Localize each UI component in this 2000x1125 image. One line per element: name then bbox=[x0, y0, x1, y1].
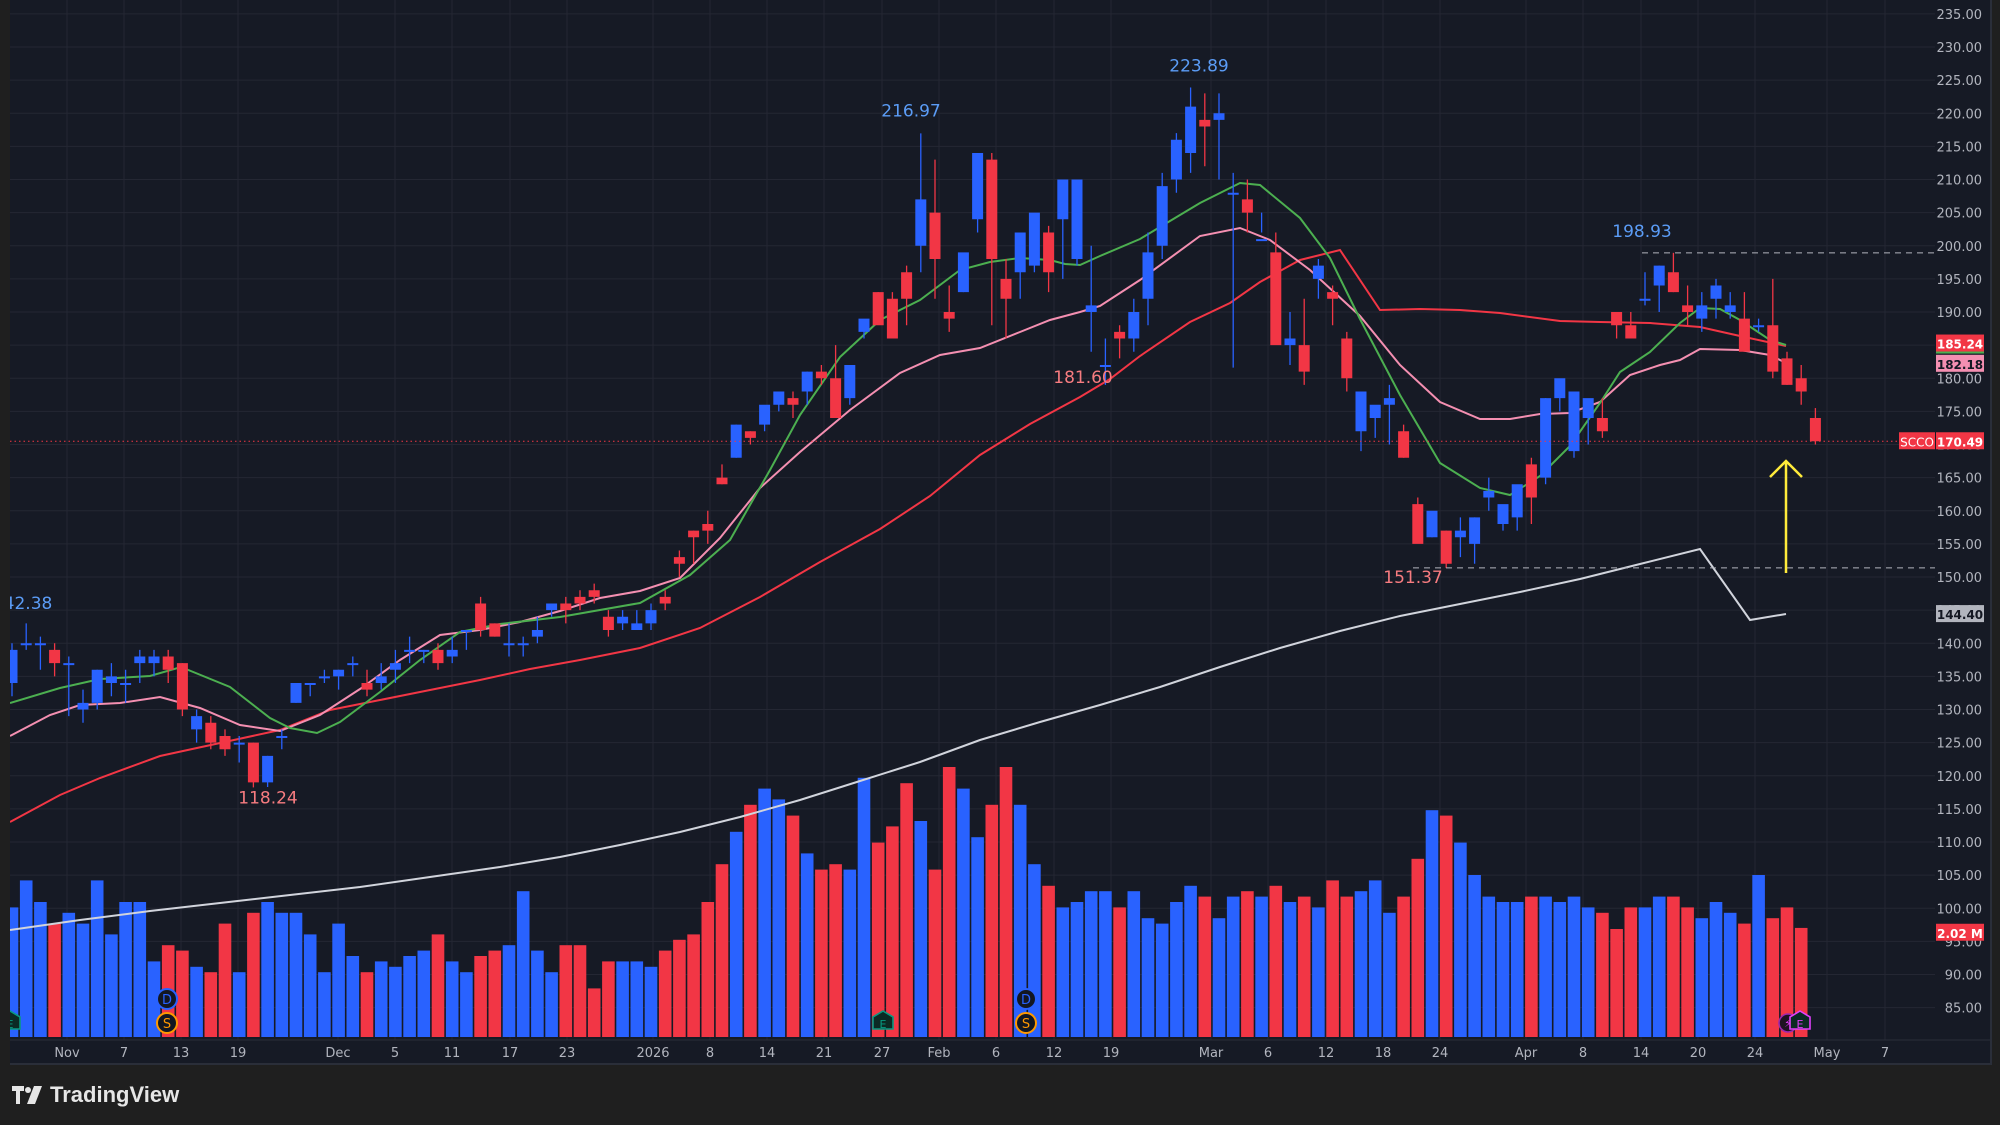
svg-text:118.24: 118.24 bbox=[238, 789, 297, 809]
dashed-levels bbox=[10, 252, 1935, 569]
svg-text:105.00: 105.00 bbox=[1937, 869, 1983, 884]
price-chart[interactable]: 42.38 118.24 216.97 223.89 181.60 151.37 198.9… bbox=[10, 0, 1990, 1063]
svg-text:170.49: 170.49 bbox=[1937, 435, 1983, 449]
svg-text:E: E bbox=[1797, 1018, 1804, 1031]
svg-text:200.00: 200.00 bbox=[1937, 240, 1983, 255]
svg-text:27: 27 bbox=[874, 1046, 891, 1061]
svg-text:E: E bbox=[880, 1018, 887, 1031]
svg-text:125.00: 125.00 bbox=[1937, 737, 1983, 752]
svg-text:2026: 2026 bbox=[636, 1046, 669, 1061]
yellow-arrow-annotation bbox=[1769, 459, 1803, 573]
svg-text:140.00: 140.00 bbox=[1937, 637, 1983, 652]
svg-text:210.00: 210.00 bbox=[1937, 174, 1983, 189]
svg-text:S: S bbox=[163, 1017, 171, 1032]
svg-text:180.00: 180.00 bbox=[1937, 372, 1983, 387]
svg-text:135.00: 135.00 bbox=[1937, 670, 1983, 685]
svg-text:21: 21 bbox=[816, 1046, 833, 1061]
svg-text:85.00: 85.00 bbox=[1945, 1002, 1982, 1017]
svg-text:8: 8 bbox=[706, 1046, 714, 1061]
svg-text:220.00: 220.00 bbox=[1937, 107, 1983, 122]
svg-text:223.89: 223.89 bbox=[1169, 57, 1228, 77]
svg-text:6: 6 bbox=[1264, 1046, 1272, 1061]
svg-text:12: 12 bbox=[1318, 1046, 1335, 1061]
svg-text:225.00: 225.00 bbox=[1937, 74, 1983, 89]
svg-text:90.00: 90.00 bbox=[1945, 969, 1982, 984]
svg-text:13: 13 bbox=[173, 1046, 190, 1061]
svg-text:Apr: Apr bbox=[1515, 1046, 1538, 1061]
svg-text:Mar: Mar bbox=[1199, 1046, 1224, 1061]
svg-text:May: May bbox=[1814, 1046, 1841, 1061]
time-axis[interactable]: Nov 7 13 19 Dec 5 11 17 23 2026 8 14 21 27 Feb 6 12 19 Mar… bbox=[10, 1039, 1990, 1063]
svg-text:144.40: 144.40 bbox=[1937, 608, 1983, 622]
svg-text:D: D bbox=[1021, 993, 1031, 1008]
svg-text:11: 11 bbox=[444, 1046, 461, 1061]
price-axis[interactable]: 235.00 230.00 225.00 220.00 215.00 210.00 205.… bbox=[1935, 0, 1990, 1040]
svg-text:181.60: 181.60 bbox=[1053, 368, 1112, 388]
svg-text:20: 20 bbox=[1690, 1046, 1707, 1061]
svg-text:12: 12 bbox=[1046, 1046, 1063, 1061]
svg-text:E: E bbox=[10, 1018, 14, 1031]
svg-text:24: 24 bbox=[1432, 1046, 1449, 1061]
svg-text:110.00: 110.00 bbox=[1937, 836, 1983, 851]
brand-name: TradingView bbox=[50, 1082, 180, 1107]
svg-text:155.00: 155.00 bbox=[1937, 538, 1983, 553]
tradingview-logo[interactable]: TradingView bbox=[12, 1082, 179, 1108]
svg-text:Feb: Feb bbox=[927, 1046, 950, 1061]
svg-text:SCCO: SCCO bbox=[1900, 435, 1934, 449]
svg-text:19: 19 bbox=[230, 1046, 247, 1061]
svg-text:7: 7 bbox=[120, 1046, 128, 1061]
svg-text:165.00: 165.00 bbox=[1937, 472, 1983, 487]
svg-text:216.97: 216.97 bbox=[881, 102, 940, 122]
svg-text:185.24: 185.24 bbox=[1937, 338, 1983, 352]
svg-text:5: 5 bbox=[391, 1046, 399, 1061]
footer bbox=[0, 1065, 2000, 1125]
svg-text:2.02 M: 2.02 M bbox=[1937, 927, 1983, 941]
svg-text:205.00: 205.00 bbox=[1937, 207, 1983, 222]
chart-grid bbox=[10, 0, 1935, 1040]
svg-text:23: 23 bbox=[559, 1046, 576, 1061]
svg-text:175.00: 175.00 bbox=[1937, 405, 1983, 420]
volume-bars bbox=[10, 767, 1808, 1037]
svg-text:⚡: ⚡ bbox=[1784, 1017, 1792, 1030]
svg-text:8: 8 bbox=[1579, 1046, 1587, 1061]
svg-text:182.18: 182.18 bbox=[1937, 358, 1983, 372]
svg-text:42.38: 42.38 bbox=[10, 594, 52, 614]
svg-text:150.00: 150.00 bbox=[1937, 571, 1983, 586]
svg-text:130.00: 130.00 bbox=[1937, 704, 1983, 719]
tradingview-logo-icon bbox=[12, 1086, 42, 1104]
svg-text:235.00: 235.00 bbox=[1937, 8, 1983, 23]
event-markers[interactable]: EDSEDS⚡E bbox=[10, 988, 1811, 1034]
svg-text:6: 6 bbox=[992, 1046, 1000, 1061]
svg-text:190.00: 190.00 bbox=[1937, 306, 1983, 321]
high-low-labels: 42.38 118.24 216.97 223.89 181.60 151.37 198.9… bbox=[10, 57, 1672, 809]
svg-text:14: 14 bbox=[759, 1046, 776, 1061]
chart-panel[interactable]: 42.38 118.24 216.97 223.89 181.60 151.37 198.9… bbox=[10, 0, 1992, 1065]
svg-text:115.00: 115.00 bbox=[1937, 803, 1983, 818]
svg-text:198.93: 198.93 bbox=[1612, 222, 1671, 242]
candlesticks bbox=[10, 87, 1821, 788]
svg-text:151.37: 151.37 bbox=[1383, 568, 1442, 588]
svg-text:7: 7 bbox=[1881, 1046, 1889, 1061]
svg-text:100.00: 100.00 bbox=[1937, 902, 1983, 917]
svg-text:160.00: 160.00 bbox=[1937, 505, 1983, 520]
svg-text:S: S bbox=[1022, 1017, 1030, 1032]
svg-text:19: 19 bbox=[1103, 1046, 1120, 1061]
svg-text:14: 14 bbox=[1633, 1046, 1650, 1061]
svg-text:Dec: Dec bbox=[325, 1046, 350, 1061]
svg-text:120.00: 120.00 bbox=[1937, 770, 1983, 785]
svg-text:230.00: 230.00 bbox=[1937, 41, 1983, 56]
svg-text:17: 17 bbox=[502, 1046, 519, 1061]
svg-text:18: 18 bbox=[1375, 1046, 1392, 1061]
svg-text:24: 24 bbox=[1747, 1046, 1764, 1061]
svg-text:215.00: 215.00 bbox=[1937, 140, 1983, 155]
svg-text:195.00: 195.00 bbox=[1937, 273, 1983, 288]
svg-text:Nov: Nov bbox=[54, 1046, 80, 1061]
price-badges: 185.24 182.18 170.49 144.40 2.02 M SCCO bbox=[1899, 334, 1984, 941]
svg-text:D: D bbox=[162, 993, 172, 1008]
